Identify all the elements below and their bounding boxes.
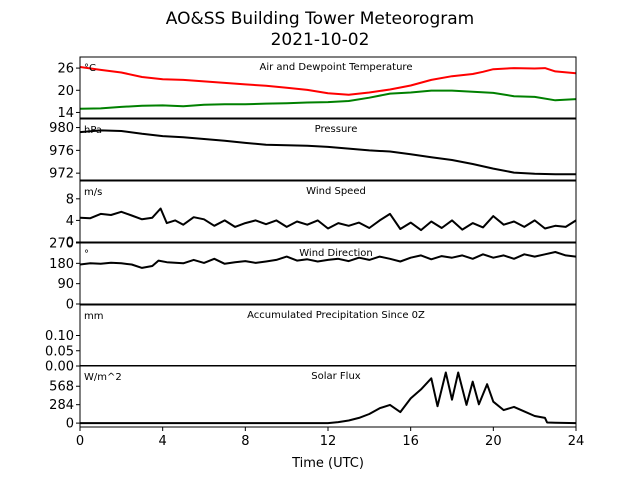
y-tick-label: 284 <box>49 398 74 413</box>
panel-frame <box>79 56 577 119</box>
panel-1-series-2 <box>80 89 576 110</box>
x-tick-label: 16 <box>402 434 419 449</box>
figure-title-line2: 2021-10-02 <box>271 30 370 50</box>
panel-4-series-1 <box>80 251 576 269</box>
panel-unit-label: m/s <box>84 187 102 198</box>
y-tick-label: 8 <box>66 192 74 207</box>
y-tick-label: 4 <box>66 214 74 229</box>
y-tick-label: 0.10 <box>45 329 74 344</box>
panel-1-series-1 <box>80 66 576 96</box>
x-tick-label: 0 <box>76 434 84 449</box>
y-tick-label: 568 <box>49 380 74 395</box>
figure-title-line1: AO&SS Building Tower Meteorogram <box>166 9 474 29</box>
panel-title: Accumulated Precipitation Since 0Z <box>247 310 425 321</box>
x-tick-label: 20 <box>485 434 502 449</box>
y-tick-label: 180 <box>49 257 74 272</box>
x-tick-label: 4 <box>159 434 167 449</box>
panel-unit-label: °C <box>84 63 96 74</box>
panel-unit-label: hPa <box>84 125 102 136</box>
y-tick-label: 976 <box>49 144 74 159</box>
x-tick-label: 24 <box>568 434 585 449</box>
x-tick-label: 12 <box>320 434 337 449</box>
y-tick-label: 0 <box>66 236 74 251</box>
x-tick-label: 8 <box>241 434 249 449</box>
panel-unit-label: mm <box>84 311 103 322</box>
y-tick-label: 0 <box>66 298 74 313</box>
panel-2-series-1 <box>80 129 576 176</box>
panel-1: 14 20 26 °C Air and Dewpoint Temperature <box>57 56 577 121</box>
y-tick-label: 20 <box>57 84 74 99</box>
y-tick-label: 270 <box>49 237 74 252</box>
x-axis-label: Time (UTC) <box>291 456 364 471</box>
panel-title: Wind Speed <box>306 186 366 197</box>
panel-unit-label: ° <box>84 249 89 260</box>
y-tick-label: 26 <box>57 62 74 77</box>
y-tick-label: 90 <box>57 277 74 292</box>
panel-title: Air and Dewpoint Temperature <box>260 62 413 73</box>
panel-6: 0 284 568 W/m^2 Solar Flux <box>49 365 577 432</box>
y-tick-label: 972 <box>49 167 74 182</box>
y-tick-label: 980 <box>49 121 74 136</box>
panel-frame <box>79 118 577 181</box>
y-tick-label: 0 <box>66 417 74 432</box>
panel-title: Wind Direction <box>299 248 373 259</box>
panel-3-series-1 <box>80 207 576 232</box>
y-tick-label: 0.00 <box>45 360 74 375</box>
panel-unit-label: W/m^2 <box>84 372 122 383</box>
panel-title: Solar Flux <box>311 371 361 382</box>
panel-frame <box>79 242 577 305</box>
y-tick-label: 14 <box>57 106 74 121</box>
y-tick-label: 0.05 <box>45 344 74 359</box>
panel-6-series-1 <box>80 371 576 425</box>
panel-title: Pressure <box>315 124 358 135</box>
panel-4: 0 90 180 270 ° Wind Direction <box>49 237 577 313</box>
panel-2: 972 976 980 hPa Pressure <box>49 118 577 182</box>
panel-5: 0.000.050.10 mm Accumulated Precipitation … <box>45 304 577 375</box>
panel-3: 0 4 8 m/s Wind Speed <box>66 180 577 251</box>
panel-frame <box>79 180 577 243</box>
